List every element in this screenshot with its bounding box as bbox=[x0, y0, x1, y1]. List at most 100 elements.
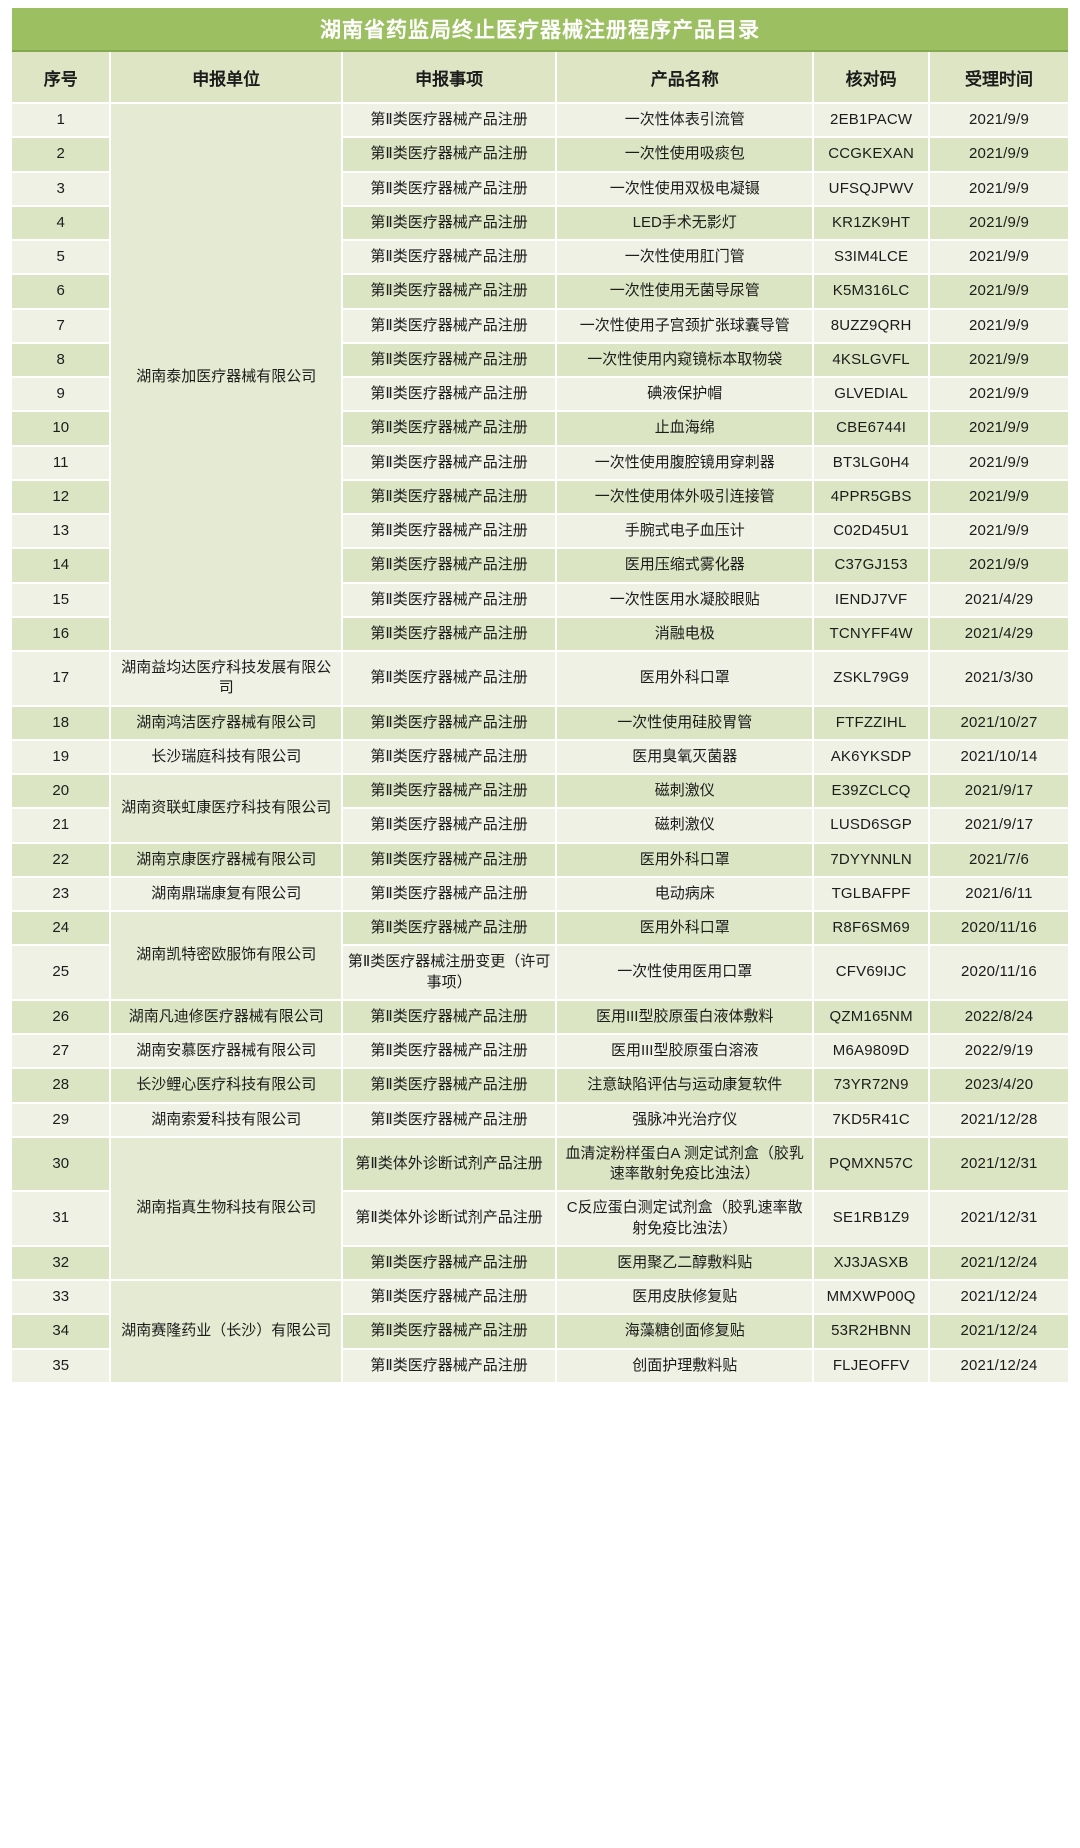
cell-seq: 28 bbox=[12, 1068, 112, 1104]
table-row: 11 第Ⅱ类医疗器械产品注册 一次性使用腹腔镜用穿刺器 BT3LG0H4 2021/9/… bbox=[12, 445, 1068, 481]
cell-seq: 8 bbox=[12, 342, 112, 379]
cell-date: 2021/12/28 bbox=[929, 1102, 1068, 1138]
column-header-prod: 产品名称 bbox=[556, 52, 815, 104]
cell-item: 第Ⅱ类医疗器械产品注册 bbox=[341, 1245, 558, 1282]
cell-seq: 15 bbox=[12, 582, 112, 618]
table-row: 17 湖南益均达医疗科技发展有限公司 第Ⅱ类医疗器械产品注册 医用外科口罩 ZSKL79… bbox=[12, 651, 1068, 707]
table-row: 23 湖南鼎瑞康复有限公司 第Ⅱ类医疗器械产品注册 电动病床 TGLBAFPF 2021/… bbox=[12, 876, 1068, 913]
cell-date: 2021/9/9 bbox=[929, 205, 1068, 242]
table-row: 31 第Ⅱ类体外诊断试剂产品注册 C反应蛋白测定试剂盒（胶乳速率散射免疫比浊法） SE… bbox=[12, 1191, 1068, 1247]
table-row: 21 第Ⅱ类医疗器械产品注册 磁刺激仪 LUSD6SGP 2021/9/17 bbox=[12, 808, 1068, 844]
cell-product: 血清淀粉样蛋白A 测定试剂盒（胶乳速率散射免疫比浊法） bbox=[556, 1136, 815, 1193]
cell-date: 2021/9/9 bbox=[929, 514, 1068, 550]
cell-code: AK6YKSDP bbox=[813, 739, 931, 776]
table-row: 29 湖南索爱科技有限公司 第Ⅱ类医疗器械产品注册 强脉冲光治疗仪 7KD5R41C 20… bbox=[12, 1102, 1068, 1138]
cell-seq: 16 bbox=[12, 616, 112, 653]
cell-item: 第Ⅱ类医疗器械产品注册 bbox=[341, 1034, 558, 1070]
cell-date: 2021/3/30 bbox=[929, 651, 1068, 707]
cell-product: 医用皮肤修复贴 bbox=[556, 1280, 815, 1316]
cell-code: KR1ZK9HT bbox=[813, 205, 931, 242]
table-row: 19 长沙瑞庭科技有限公司 第Ⅱ类医疗器械产品注册 医用臭氧灭菌器 AK6YKSDP 20… bbox=[12, 739, 1068, 776]
cell-date: 2021/9/17 bbox=[929, 774, 1068, 810]
cell-product: 一次性使用双极电凝镊 bbox=[556, 171, 815, 207]
cell-product: 医用外科口罩 bbox=[556, 651, 815, 707]
cell-product: 止血海绵 bbox=[556, 411, 815, 447]
cell-item: 第Ⅱ类医疗器械产品注册 bbox=[341, 1280, 558, 1316]
cell-unit: 湖南资联虹康医疗科技有限公司 bbox=[110, 774, 343, 844]
cell-seq: 4 bbox=[12, 205, 112, 242]
cell-item: 第Ⅱ类医疗器械产品注册 bbox=[341, 1314, 558, 1350]
cell-item: 第Ⅱ类体外诊断试剂产品注册 bbox=[341, 1191, 558, 1247]
cell-code: TCNYFF4W bbox=[813, 616, 931, 653]
table-header: 序号 申报单位 申报事项 产品名称 核对码 受理时间 bbox=[12, 52, 1068, 104]
column-header-date: 受理时间 bbox=[929, 52, 1068, 104]
cell-seq: 27 bbox=[12, 1034, 112, 1070]
cell-product: LED手术无影灯 bbox=[556, 205, 815, 242]
cell-unit: 长沙瑞庭科技有限公司 bbox=[110, 739, 343, 776]
table-row: 33 湖南赛隆药业（长沙）有限公司 第Ⅱ类医疗器械产品注册 医用皮肤修复贴 MMXWP0… bbox=[12, 1280, 1068, 1384]
cell-code: MMXWP00Q bbox=[813, 1280, 931, 1316]
cell-date: 2021/9/9 bbox=[929, 548, 1068, 584]
table-row: 13 第Ⅱ类医疗器械产品注册 手腕式电子血压计 C02D45U1 2021/9/9 bbox=[12, 514, 1068, 550]
cell-product: 一次性使用内窥镜标本取物袋 bbox=[556, 342, 815, 379]
cell-date: 2021/9/9 bbox=[929, 171, 1068, 207]
table-row: 28 长沙鲤心医疗科技有限公司 第Ⅱ类医疗器械产品注册 注意缺陷评估与运动康复软件 73… bbox=[12, 1068, 1068, 1104]
cell-unit: 湖南索爱科技有限公司 bbox=[110, 1102, 343, 1138]
table-row: 1 湖南泰加医疗器械有限公司 第Ⅱ类医疗器械产品注册 一次性体表引流管 2EB1PACW… bbox=[12, 103, 1068, 652]
cell-unit: 湖南指真生物科技有限公司 bbox=[110, 1136, 343, 1282]
cell-product: 医用压缩式雾化器 bbox=[556, 548, 815, 584]
cell-item: 第Ⅱ类医疗器械产品注册 bbox=[341, 911, 558, 947]
cell-seq: 3 bbox=[12, 171, 112, 207]
table-row: 16 第Ⅱ类医疗器械产品注册 消融电极 TCNYFF4W 2021/4/29 bbox=[12, 616, 1068, 653]
cell-product: 一次性使用子宫颈扩张球囊导管 bbox=[556, 308, 815, 344]
cell-seq: 25 bbox=[12, 945, 112, 1001]
table-row: 20 湖南资联虹康医疗科技有限公司 第Ⅱ类医疗器械产品注册 磁刺激仪 E39ZCLCQ 2… bbox=[12, 774, 1068, 844]
cell-date: 2021/9/9 bbox=[929, 479, 1068, 516]
cell-date: 2021/9/9 bbox=[929, 377, 1068, 413]
cell-code: 4KSLGVFL bbox=[813, 342, 931, 379]
cell-seq: 2 bbox=[12, 137, 112, 173]
cell-item: 第Ⅱ类医疗器械产品注册 bbox=[341, 171, 558, 207]
cell-code: CBE6744I bbox=[813, 411, 931, 447]
cell-unit: 湖南京康医疗器械有限公司 bbox=[110, 842, 343, 878]
cell-item: 第Ⅱ类医疗器械产品注册 bbox=[341, 1102, 558, 1138]
cell-seq: 19 bbox=[12, 739, 112, 776]
page-title: 湖南省药监局终止医疗器械注册程序产品目录 bbox=[320, 19, 760, 42]
cell-seq: 17 bbox=[12, 651, 112, 707]
table-row: 26 湖南凡迪修医疗器械有限公司 第Ⅱ类医疗器械产品注册 医用III型胶原蛋白液体敷料… bbox=[12, 999, 1068, 1036]
table-body: 1 湖南泰加医疗器械有限公司 第Ⅱ类医疗器械产品注册 一次性体表引流管 2EB1PACW… bbox=[12, 103, 1068, 1384]
cell-product: 一次性体表引流管 bbox=[556, 103, 815, 139]
cell-product: 强脉冲光治疗仪 bbox=[556, 1102, 815, 1138]
cell-item: 第Ⅱ类医疗器械产品注册 bbox=[341, 137, 558, 173]
cell-date: 2022/9/19 bbox=[929, 1034, 1068, 1070]
cell-product: 一次性使用硅胶胃管 bbox=[556, 705, 815, 741]
cell-code: 4PPR5GBS bbox=[813, 479, 931, 516]
cell-product: 海藻糖创面修复贴 bbox=[556, 1314, 815, 1350]
table-row: 10 第Ⅱ类医疗器械产品注册 止血海绵 CBE6744I 2021/9/9 bbox=[12, 411, 1068, 447]
document-title-bar: 湖南省药监局终止医疗器械注册程序产品目录 bbox=[12, 8, 1068, 52]
cell-code: FLJEOFFV bbox=[813, 1348, 931, 1384]
table-row: 18 湖南鸿洁医疗器械有限公司 第Ⅱ类医疗器械产品注册 一次性使用硅胶胃管 FTFZZI… bbox=[12, 705, 1068, 741]
table-row: 25 第Ⅱ类医疗器械注册变更（许可事项） 一次性使用医用口罩 CFV69IJC 2020… bbox=[12, 945, 1068, 1001]
cell-code: QZM165NM bbox=[813, 999, 931, 1036]
cell-date: 2021/6/11 bbox=[929, 876, 1068, 913]
cell-seq: 35 bbox=[12, 1348, 112, 1384]
cell-product: 医用外科口罩 bbox=[556, 911, 815, 947]
table-row: 15 第Ⅱ类医疗器械产品注册 一次性医用水凝胶眼贴 IENDJ7VF 2021/4/29 bbox=[12, 582, 1068, 618]
cell-date: 2021/9/9 bbox=[929, 240, 1068, 276]
cell-date: 2021/12/24 bbox=[929, 1245, 1068, 1282]
cell-product: 医用臭氧灭菌器 bbox=[556, 739, 815, 776]
cell-item: 第Ⅱ类医疗器械产品注册 bbox=[341, 445, 558, 481]
cell-seq: 32 bbox=[12, 1245, 112, 1282]
cell-item: 第Ⅱ类医疗器械产品注册 bbox=[341, 999, 558, 1036]
cell-seq: 1 bbox=[12, 103, 112, 139]
cell-seq: 34 bbox=[12, 1314, 112, 1350]
cell-code: ZSKL79G9 bbox=[813, 651, 931, 707]
cell-item: 第Ⅱ类医疗器械产品注册 bbox=[341, 774, 558, 810]
cell-product: 一次性使用无菌导尿管 bbox=[556, 274, 815, 310]
cell-product: 医用III型胶原蛋白溶液 bbox=[556, 1034, 815, 1070]
cell-code: LUSD6SGP bbox=[813, 808, 931, 844]
cell-item: 第Ⅱ类医疗器械产品注册 bbox=[341, 342, 558, 379]
column-header-code: 核对码 bbox=[813, 52, 931, 104]
cell-item: 第Ⅱ类医疗器械产品注册 bbox=[341, 548, 558, 584]
